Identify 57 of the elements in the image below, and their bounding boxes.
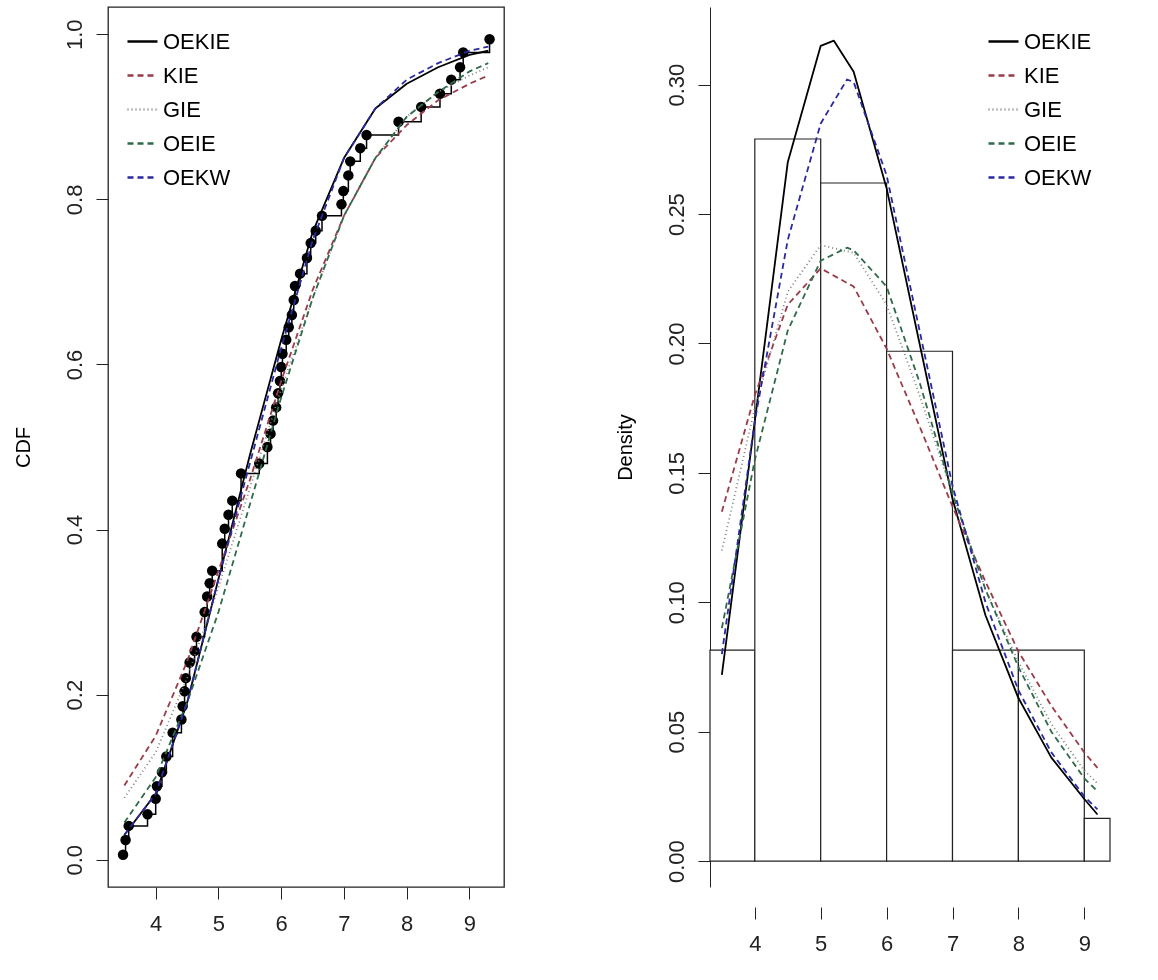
- x-tick-label: 6: [880, 930, 894, 956]
- point: [343, 170, 354, 181]
- y-tick-label: 0.15: [663, 451, 689, 495]
- y-tick-label: 0.20: [663, 322, 689, 366]
- point: [117, 849, 129, 861]
- legend-label: OEIE: [1024, 130, 1077, 156]
- point: [338, 185, 349, 197]
- y-tick-label: 0.0: [61, 844, 87, 876]
- x-tick-label: 6: [275, 910, 288, 936]
- y-tick-label: 0.30: [663, 63, 689, 107]
- y-tick-label: 0.10: [663, 581, 689, 625]
- point: [216, 538, 228, 549]
- x-tick-label: 4: [749, 930, 762, 956]
- y-tick-label: 0.6: [61, 349, 87, 381]
- y-tick-label: 0.8: [61, 184, 87, 216]
- x-tick-label: 5: [212, 910, 226, 936]
- x-tick-label: 7: [946, 930, 960, 956]
- point: [223, 509, 234, 520]
- x-tick-label: 4: [150, 910, 163, 936]
- point: [484, 33, 495, 45]
- x-tick-label: 7: [338, 910, 351, 936]
- y-tick-label: 0.00: [663, 840, 689, 884]
- legend-label: GIE: [163, 96, 201, 122]
- legend-label: GIE: [1024, 96, 1062, 122]
- x-tick-label: 8: [401, 910, 414, 936]
- point: [275, 361, 287, 373]
- legend-label: OEKIE: [163, 28, 231, 54]
- point: [355, 142, 366, 154]
- legend-label: KIE: [1024, 62, 1060, 88]
- legend-label: OEKW: [163, 164, 231, 190]
- legend-label: KIE: [163, 62, 199, 88]
- y-tick-label: 0.4: [61, 514, 87, 546]
- legend-label: OEKIE: [1024, 28, 1092, 54]
- x-tick-label: 9: [463, 910, 477, 936]
- x-tick-label: 8: [1012, 930, 1026, 956]
- y-tick-label: 0.05: [663, 710, 689, 754]
- point: [120, 834, 131, 846]
- point: [219, 523, 230, 534]
- point: [345, 156, 356, 167]
- point: [204, 577, 215, 589]
- y-tick-label: 1.0: [61, 19, 87, 51]
- point: [142, 809, 153, 820]
- point: [179, 686, 190, 697]
- point: [336, 199, 347, 210]
- point: [206, 565, 218, 577]
- y-tick-label: 0.2: [61, 679, 87, 711]
- y-axis-title: Density: [613, 414, 636, 481]
- legend-label: OEIE: [163, 130, 216, 156]
- y-tick-label: 0.25: [663, 193, 689, 236]
- point: [361, 129, 372, 141]
- point: [180, 672, 192, 684]
- y-axis-title: CDF: [11, 426, 34, 469]
- x-tick-label: 9: [1078, 930, 1091, 956]
- point: [227, 495, 238, 506]
- point: [454, 62, 466, 73]
- x-tick-label: 5: [815, 930, 828, 956]
- legend-label: OEKW: [1024, 164, 1092, 190]
